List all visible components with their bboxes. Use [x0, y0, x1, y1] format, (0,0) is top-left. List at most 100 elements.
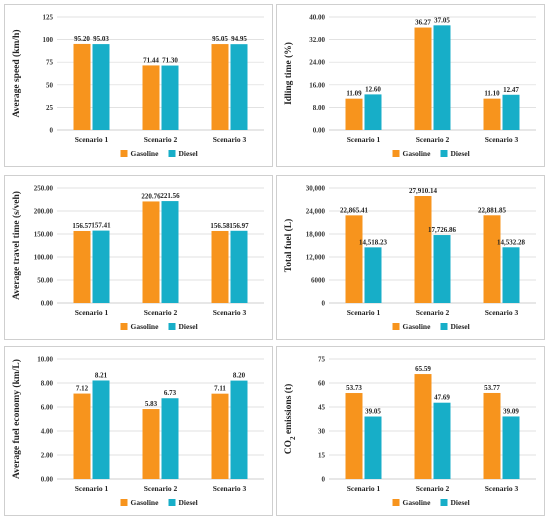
data-label: 5.83 — [145, 400, 158, 408]
legend-label-gasoline: Gasoline — [403, 149, 432, 158]
y-axis-label: Average travel time (s/veh) — [11, 191, 22, 300]
y-tick-label: 6000 — [311, 277, 326, 285]
legend-swatch-diesel — [440, 323, 448, 330]
bar-diesel — [364, 94, 382, 130]
chart-svg-average-travel-time: 0.00 50.00 100.00 150.00 200.00 250.00 Average… — [11, 185, 264, 331]
bar-gasoline — [414, 374, 432, 479]
chart-panel-average-speed: 0 25 50 75 100 125 Average speed (km/h) 95.20 95… — [4, 4, 273, 167]
data-label: 95.20 — [74, 35, 90, 43]
data-label: 12.60 — [365, 85, 381, 93]
y-tick-label: 45 — [318, 404, 326, 412]
y-tick-label: 0 — [322, 476, 326, 484]
data-label: 94.95 — [231, 35, 247, 43]
y-tick-label: 40.00 — [309, 14, 325, 22]
legend-swatch-gasoline — [120, 150, 128, 157]
data-label: 22,881.85 — [478, 206, 507, 214]
legend-swatch-gasoline — [392, 323, 400, 330]
data-label: 37.05 — [434, 16, 450, 24]
bar-gasoline — [345, 393, 363, 479]
y-tick-label: 30,000 — [306, 185, 326, 193]
bar-gasoline — [483, 98, 501, 130]
bar-gasoline — [483, 215, 501, 303]
legend-swatch-gasoline — [120, 499, 128, 506]
bar-diesel — [230, 230, 248, 303]
bar-diesel — [92, 230, 110, 303]
y-axis-label: Average speed (km/h) — [11, 30, 22, 118]
data-label: 17,726.86 — [428, 226, 457, 234]
y-tick-label: 8.00 — [41, 380, 54, 388]
y-tick-label: 0.00 — [41, 476, 54, 484]
legend-swatch-diesel — [440, 499, 448, 506]
y-tick-label: 100 — [43, 36, 54, 44]
x-tick-label: Scenario 1 — [347, 484, 381, 493]
y-axis-label: CO2 emissions (t) — [283, 384, 297, 455]
y-axis-label: Average fuel economy (km/L) — [11, 359, 22, 479]
bar-gasoline — [414, 27, 432, 131]
x-tick-label: Scenario 2 — [416, 135, 450, 144]
y-tick-label: 24.00 — [309, 59, 325, 67]
legend-label-gasoline: Gasoline — [403, 322, 432, 331]
bar-gasoline — [142, 409, 160, 479]
legend-swatch-diesel — [168, 499, 176, 506]
y-tick-label: 12,000 — [306, 254, 326, 262]
y-tick-label: 75 — [318, 356, 326, 364]
bar-diesel — [230, 44, 248, 130]
y-tick-label: 24,000 — [306, 208, 326, 216]
bar-diesel — [161, 201, 179, 303]
data-label: 11.10 — [484, 90, 500, 98]
bar-gasoline — [73, 393, 91, 479]
y-tick-label: 75 — [46, 59, 54, 67]
y-tick-label: 10.00 — [37, 356, 53, 364]
data-label: 22,865.41 — [340, 206, 369, 214]
y-tick-label: 0.00 — [41, 300, 54, 308]
bar-diesel — [502, 247, 520, 303]
data-label: 7.11 — [214, 385, 226, 393]
data-label: 221.56 — [160, 192, 180, 200]
legend-swatch-diesel — [168, 150, 176, 157]
data-label: 14,518.23 — [359, 238, 388, 246]
y-tick-label: 150.00 — [34, 231, 54, 239]
data-label: 7.12 — [76, 385, 89, 393]
x-tick-label: Scenario 1 — [75, 135, 109, 144]
x-tick-label: Scenario 2 — [144, 135, 178, 144]
data-label: 95.05 — [212, 35, 228, 43]
chart-panel-co2-emissions: 0 15 30 45 60 75 CO2 emissions (t) 53.73 39.05 Sc… — [276, 346, 545, 516]
y-axis-label: Idling time (%) — [283, 42, 294, 105]
bar-diesel — [161, 65, 179, 130]
data-label: 95.03 — [93, 35, 109, 43]
legend-label-gasoline: Gasoline — [131, 322, 160, 331]
legend-label-diesel: Diesel — [179, 149, 198, 158]
chart-svg-average-fuel-economy: 0.00 2.00 4.00 6.00 8.00 10.00 Average fuel ec… — [11, 356, 264, 507]
y-tick-label: 2.00 — [41, 452, 54, 460]
legend-swatch-diesel — [440, 150, 448, 157]
data-label: 47.69 — [434, 394, 450, 402]
y-axis-label: Total fuel (L) — [283, 219, 294, 272]
legend-swatch-gasoline — [392, 499, 400, 506]
chart-panel-idling-time: 0.00 8.00 16.00 24.00 32.00 40.00 Idling time … — [276, 4, 545, 167]
bar-diesel — [230, 380, 248, 479]
data-label: 39.09 — [503, 407, 519, 415]
data-label: 220.76 — [141, 192, 161, 200]
legend-swatch-gasoline — [392, 150, 400, 157]
data-label: 14,532.28 — [497, 238, 526, 246]
bar-diesel — [502, 416, 520, 479]
bar-diesel — [433, 235, 451, 303]
y-tick-label: 6.00 — [41, 404, 54, 412]
bar-gasoline — [345, 215, 363, 303]
chart-panel-average-travel-time: 0.00 50.00 100.00 150.00 200.00 250.00 Average… — [4, 175, 273, 340]
legend-label-diesel: Diesel — [179, 322, 198, 331]
bar-gasoline — [142, 65, 160, 130]
data-label: 156.58 — [210, 222, 230, 230]
legend-label-gasoline: Gasoline — [403, 498, 432, 507]
data-label: 27,910.14 — [409, 187, 438, 195]
x-tick-label: Scenario 3 — [213, 135, 247, 144]
data-label: 157.41 — [91, 222, 111, 230]
y-tick-label: 30 — [318, 428, 326, 436]
data-label: 65.59 — [415, 365, 431, 373]
bar-diesel — [92, 380, 110, 479]
bar-gasoline — [142, 201, 160, 303]
x-tick-label: Scenario 3 — [485, 308, 519, 317]
bar-gasoline — [345, 98, 363, 130]
y-tick-label: 50 — [46, 81, 54, 89]
